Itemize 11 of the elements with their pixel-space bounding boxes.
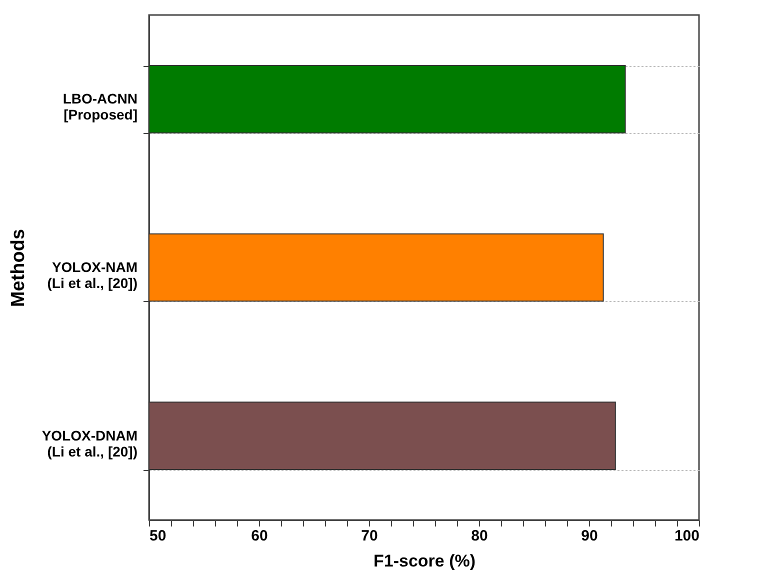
y-tick-label: YOLOX-DNAM (Li et al., [20]) bbox=[42, 427, 138, 460]
x-axis-title: F1-score (%) bbox=[373, 552, 476, 570]
y-tick-label: LBO-ACNN [Proposed] bbox=[62, 90, 138, 123]
x-tick-label: 90 bbox=[581, 528, 598, 544]
x-tick-label: 50 bbox=[150, 528, 166, 544]
y-tick-label: YOLOX-NAM (Li et al., [20]) bbox=[47, 259, 138, 291]
x-tick-label: 100 bbox=[674, 528, 700, 544]
x-tick-label: 80 bbox=[471, 528, 488, 544]
y-axis-title: Methods bbox=[8, 228, 29, 308]
x-tick-label: 70 bbox=[361, 528, 378, 544]
x-tick-label: 60 bbox=[251, 528, 268, 544]
